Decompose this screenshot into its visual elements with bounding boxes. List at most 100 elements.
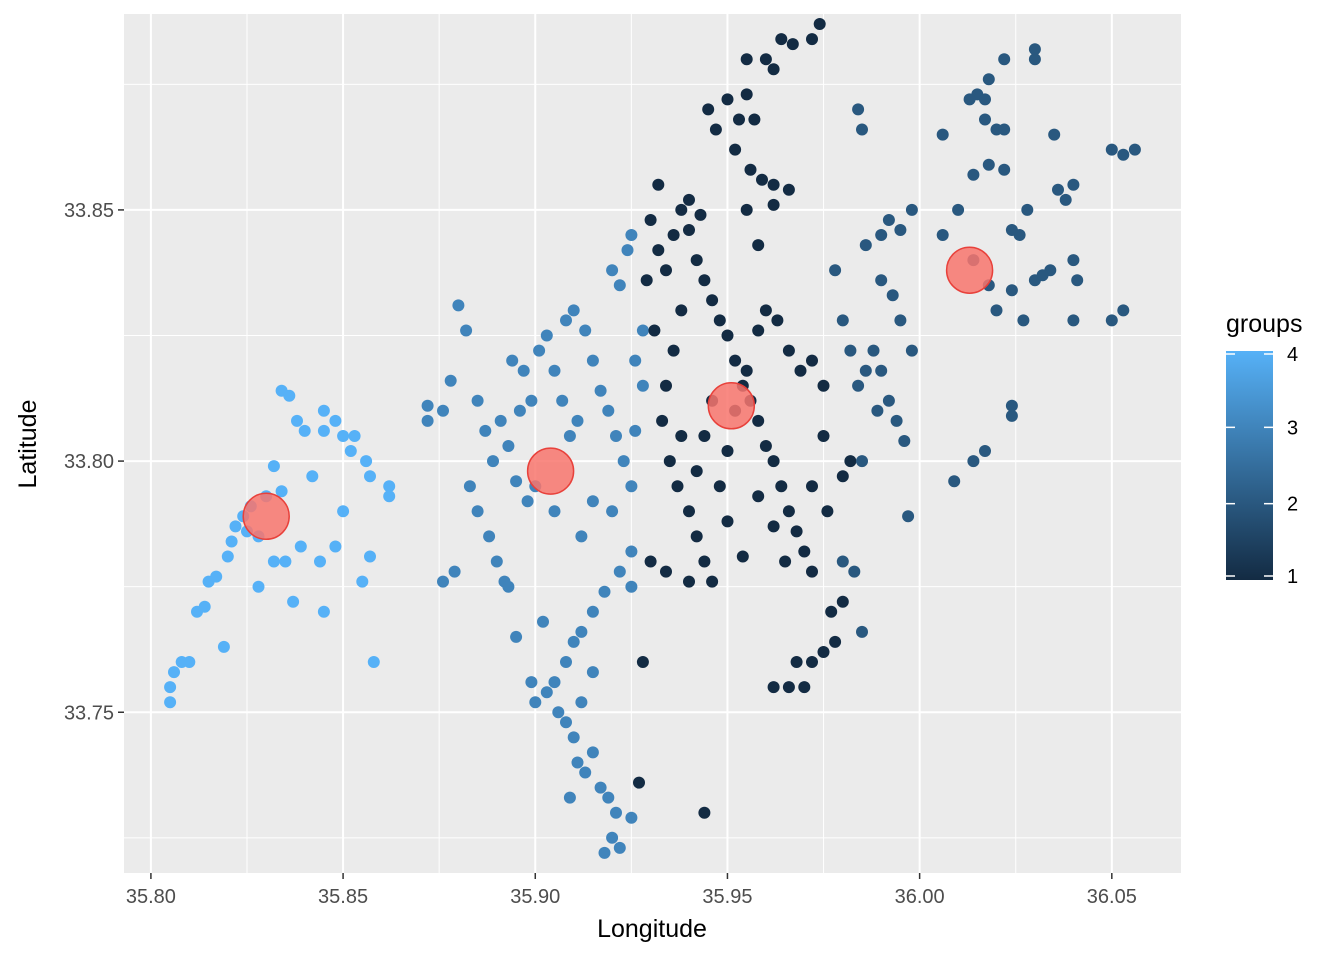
data-point (448, 565, 461, 578)
data-point (164, 696, 177, 709)
data-point (979, 113, 991, 126)
data-point (698, 274, 711, 287)
data-point (279, 555, 292, 568)
data-point (229, 520, 242, 533)
data-point (875, 364, 888, 377)
data-point (675, 430, 688, 442)
data-point (586, 666, 599, 679)
data-point (817, 379, 830, 392)
data-point (767, 681, 780, 694)
data-point (483, 530, 496, 543)
data-point (317, 424, 330, 437)
data-point (733, 113, 745, 126)
data-point (817, 646, 830, 658)
data-point (644, 214, 657, 226)
data-point (640, 274, 653, 287)
data-point (298, 424, 311, 437)
data-point (806, 656, 818, 668)
data-point (563, 791, 576, 804)
data-point (1105, 314, 1118, 327)
data-point (602, 404, 615, 417)
data-point (606, 831, 619, 844)
data-point (652, 178, 665, 191)
data-point (1117, 304, 1130, 317)
data-point (905, 344, 918, 357)
data-point (990, 304, 1003, 317)
data-point (894, 224, 907, 236)
data-point (471, 505, 484, 518)
data-point (882, 394, 895, 407)
data-point (660, 379, 672, 392)
data-point (575, 696, 588, 709)
data-point (744, 163, 757, 176)
data-point (567, 731, 580, 744)
data-point (267, 460, 280, 473)
data-point (317, 404, 330, 417)
data-point (602, 791, 615, 804)
data-point (721, 445, 734, 457)
data-point (252, 580, 265, 593)
data-point (517, 364, 530, 377)
data-point (490, 555, 503, 568)
data-point (652, 244, 665, 257)
data-point (598, 846, 611, 859)
data-point (525, 676, 538, 689)
x-tick-label: 35.90 (510, 886, 560, 908)
data-point (1071, 274, 1084, 287)
data-point (364, 550, 376, 563)
data-point (487, 455, 499, 468)
data-point (598, 585, 611, 598)
data-point (982, 73, 995, 86)
data-point (529, 696, 542, 709)
data-point (779, 555, 792, 568)
data-point (767, 520, 780, 533)
data-point (683, 193, 695, 206)
data-point (706, 575, 719, 588)
x-tick-label: 35.80 (126, 886, 176, 908)
data-point (905, 203, 918, 216)
data-point (979, 445, 991, 457)
data-point (882, 214, 895, 226)
data-point (1128, 143, 1141, 156)
data-point (782, 183, 795, 196)
data-point (575, 530, 588, 543)
data-point (848, 565, 861, 578)
data-point (217, 640, 230, 653)
data-point (267, 555, 280, 568)
data-point (625, 580, 638, 593)
data-point (606, 505, 619, 518)
data-point (548, 505, 561, 518)
data-point (1005, 284, 1018, 297)
data-point (625, 545, 638, 558)
data-point (729, 354, 742, 367)
data-point (579, 324, 592, 337)
data-point (675, 304, 688, 317)
data-point (759, 440, 772, 452)
data-point (829, 635, 842, 648)
legend-tick-label: 3 (1287, 417, 1298, 439)
data-point (571, 756, 584, 769)
data-point (748, 113, 761, 126)
data-point (817, 430, 830, 442)
data-point (567, 635, 580, 648)
data-point (586, 605, 599, 618)
data-point (856, 123, 868, 136)
data-point (952, 203, 965, 216)
data-point (963, 93, 976, 106)
data-point (610, 430, 622, 442)
data-point (871, 404, 884, 417)
data-point (510, 630, 523, 643)
data-point (613, 841, 626, 854)
x-tick-label: 36.05 (1087, 886, 1137, 908)
data-point (621, 244, 634, 257)
data-point (479, 424, 492, 437)
data-point (698, 806, 711, 819)
data-point (875, 229, 888, 241)
data-point (540, 329, 553, 342)
data-point (1036, 269, 1049, 282)
data-point (740, 364, 753, 377)
legend: groups 1 2 3 4 (1226, 310, 1302, 588)
x-axis-ticks: 35.80 35.85 35.90 35.95 36.00 36.05 (126, 873, 1137, 908)
data-point (660, 264, 672, 277)
